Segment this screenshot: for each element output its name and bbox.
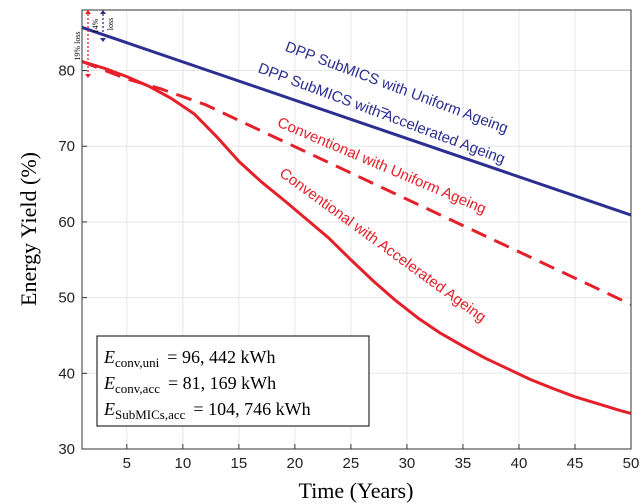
loss-19-marker: 19% loss <box>73 10 91 78</box>
y-tick-label: 80 <box>58 63 75 80</box>
y-tick-labels: 30 40 50 60 70 80 <box>58 63 75 458</box>
x-axis-title: Time (Years) <box>299 478 414 503</box>
x-tick-label: 30 <box>399 455 416 472</box>
conventional-uniform-line <box>81 60 632 306</box>
y-tick-label: 60 <box>58 214 75 231</box>
loss-14-value: 14% <box>91 18 100 33</box>
loss-14-marker: 14% loss <box>91 10 115 42</box>
y-tick-label: 70 <box>58 138 75 155</box>
x-tick-label: 50 <box>623 455 640 472</box>
y-tick-label: 50 <box>58 290 75 307</box>
loss-14-word: loss <box>106 18 115 30</box>
dpp-submics-line <box>81 25 632 217</box>
y-tick-label: 40 <box>58 365 75 382</box>
energy-row-submics-acc: ESubMICs,acc = 104, 746 kWh <box>103 399 311 422</box>
loss-19-label: 19% loss <box>73 31 82 60</box>
x-tick-labels: 5 10 15 20 25 30 35 40 45 50 <box>123 455 640 472</box>
energy-row-conv-acc: Econv,acc = 81, 169 kWh <box>103 373 276 396</box>
x-tick-label: 40 <box>511 455 528 472</box>
plot-frame <box>81 9 632 450</box>
conventional-accelerated-line <box>81 60 632 415</box>
x-tick-label: 25 <box>343 455 360 472</box>
x-tick-label: 20 <box>287 455 304 472</box>
x-tick-label: 5 <box>123 455 131 472</box>
y-tick-label: 30 <box>58 441 75 458</box>
y-axis-title: Energy Yield (%) <box>16 152 41 306</box>
x-tick-label: 35 <box>455 455 472 472</box>
x-tick-label: 15 <box>231 455 248 472</box>
energy-row-conv-uni: Econv,uni = 96, 442 kWh <box>103 347 275 370</box>
energy-summary-box: Econv,uni = 96, 442 kWh Econv,acc = 81, 16… <box>96 335 370 427</box>
series-lines <box>81 25 632 415</box>
x-tick-label: 10 <box>174 455 191 472</box>
x-tick-label: 45 <box>567 455 584 472</box>
